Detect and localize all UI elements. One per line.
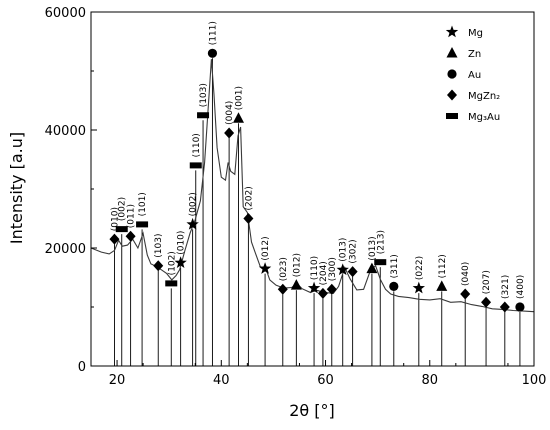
peak-marker-mgzn2-13 <box>243 213 254 224</box>
peak-label-6: (010) <box>177 231 187 255</box>
peak-marker-au-24 <box>389 281 399 291</box>
peak-marker-au-30 <box>515 302 525 312</box>
peak-label-4: (103) <box>154 233 164 257</box>
peak-marker-mgzn2-18 <box>317 287 328 299</box>
peak-label-20: (013) <box>339 238 349 262</box>
axes: 20 40 60 80 100 0 20000 40000 60000 <box>45 6 547 388</box>
peak-marker-mg-6 <box>174 256 187 269</box>
plot-area: (010)(002)(011) (101)(103)(102)(010)(002)… <box>90 21 535 366</box>
peak-marker-mgzn2-19 <box>326 283 337 295</box>
peak-marker-zn-16 <box>290 279 302 290</box>
peak-label-26: (112) <box>438 254 448 278</box>
peak-label-10: (111) <box>208 21 218 45</box>
peak-label-12: (001) <box>235 86 245 110</box>
legend-marker-mgzn2 <box>447 89 457 101</box>
x-tick-label-20: 20 <box>109 373 126 388</box>
peak-label-29: (321) <box>501 275 511 299</box>
y-axis-title: Intensity [a.u] <box>7 132 26 244</box>
peak-marker-zn-12 <box>232 112 244 123</box>
peak-label-22: (013) <box>368 236 378 260</box>
peak-label-23: (213) <box>376 230 386 254</box>
peak-label-25: (022) <box>415 256 425 280</box>
peak-marker-zn-22 <box>366 262 378 274</box>
peak-marker-mg3au-9 <box>197 112 210 119</box>
peak-marker-mgzn2-29 <box>499 301 510 313</box>
peak-marker-mg3au-23 <box>374 259 387 266</box>
peak-marker-mgzn2-21 <box>347 266 358 278</box>
peak-label-24: (311) <box>390 254 400 278</box>
peak-label-21: (302) <box>349 239 359 263</box>
legend-marker-mg3au <box>446 113 458 119</box>
peak-label-15: (023) <box>279 257 289 281</box>
peak-marker-mg3au-5 <box>165 280 178 287</box>
peak-label-14: (012) <box>261 236 271 260</box>
peak-marker-zn-26 <box>436 280 448 291</box>
peak-label-13: (202) <box>244 186 254 210</box>
peak-label-28: (207) <box>482 270 492 294</box>
y-tick-label-0: 0 <box>78 360 86 375</box>
peak-marker-mg-7 <box>186 217 199 230</box>
x-tick-label-100: 100 <box>522 373 547 388</box>
peak-label-2: (011) <box>127 204 137 228</box>
peak-marker-mg-25 <box>412 281 425 294</box>
legend-label-mgzn2: MgZn₂ <box>468 91 500 102</box>
peak-marker-mgzn2-0 <box>109 233 120 245</box>
peak-marker-mg3au-8 <box>189 162 202 169</box>
legend-marker-au <box>447 69 457 79</box>
peak-label-18: (204) <box>319 261 329 285</box>
x-axis-title: 2θ [°] <box>289 401 335 420</box>
peak-label-3: (101) <box>138 192 148 216</box>
legend-marker-mg <box>445 25 459 38</box>
legend-label-mg3au: Mg₃Au <box>468 112 500 123</box>
legend-label-zn: Zn <box>468 49 481 60</box>
legend-label-au: Au <box>468 70 481 81</box>
peak-label-0: (010) <box>111 207 121 231</box>
peak-label-30: (400) <box>516 275 526 299</box>
peak-label-5: (102) <box>167 251 177 275</box>
peak-label-19: (300) <box>328 257 338 281</box>
y-tick-label-60000: 60000 <box>45 6 86 21</box>
peak-label-27: (040) <box>461 262 471 286</box>
peak-marker-mgzn2-15 <box>277 283 288 295</box>
peak-marker-mgzn2-27 <box>460 288 471 300</box>
peak-marker-mgzn2-4 <box>153 260 164 272</box>
peak-label-8: (110) <box>192 133 202 157</box>
peak-marker-au-10 <box>207 48 218 58</box>
peak-marker-mgzn2-2 <box>125 230 136 242</box>
peak-marker-mg-17 <box>307 281 321 294</box>
peak-label-11: (004) <box>225 101 235 125</box>
peak-label-17: (110) <box>310 256 320 280</box>
peak-label-9: (103) <box>199 83 209 107</box>
peak-marker-mg3au-3 <box>136 221 149 228</box>
peak-label-7: (002) <box>189 192 199 216</box>
legend: Mg Zn Au MgZn₂ Mg₃Au <box>445 25 500 123</box>
peak-marker-mgzn2-11 <box>224 127 235 139</box>
peak-label-16: (012) <box>292 253 302 277</box>
legend-label-mg: Mg <box>468 28 483 39</box>
y-tick-label-40000: 40000 <box>45 124 86 139</box>
legend-marker-zn <box>446 47 458 58</box>
peak-marker-mgzn2-28 <box>481 296 492 308</box>
x-tick-label-80: 80 <box>421 373 438 388</box>
peak-label-1: (002) <box>118 197 128 221</box>
peak-marker-mg-14 <box>258 262 272 274</box>
peak-marker-mg3au-1 <box>115 226 128 233</box>
y-tick-label-20000: 20000 <box>45 242 86 257</box>
peak-marker-mg-20 <box>336 263 349 276</box>
x-tick-label-60: 60 <box>317 373 334 388</box>
x-tick-label-40: 40 <box>213 373 230 388</box>
